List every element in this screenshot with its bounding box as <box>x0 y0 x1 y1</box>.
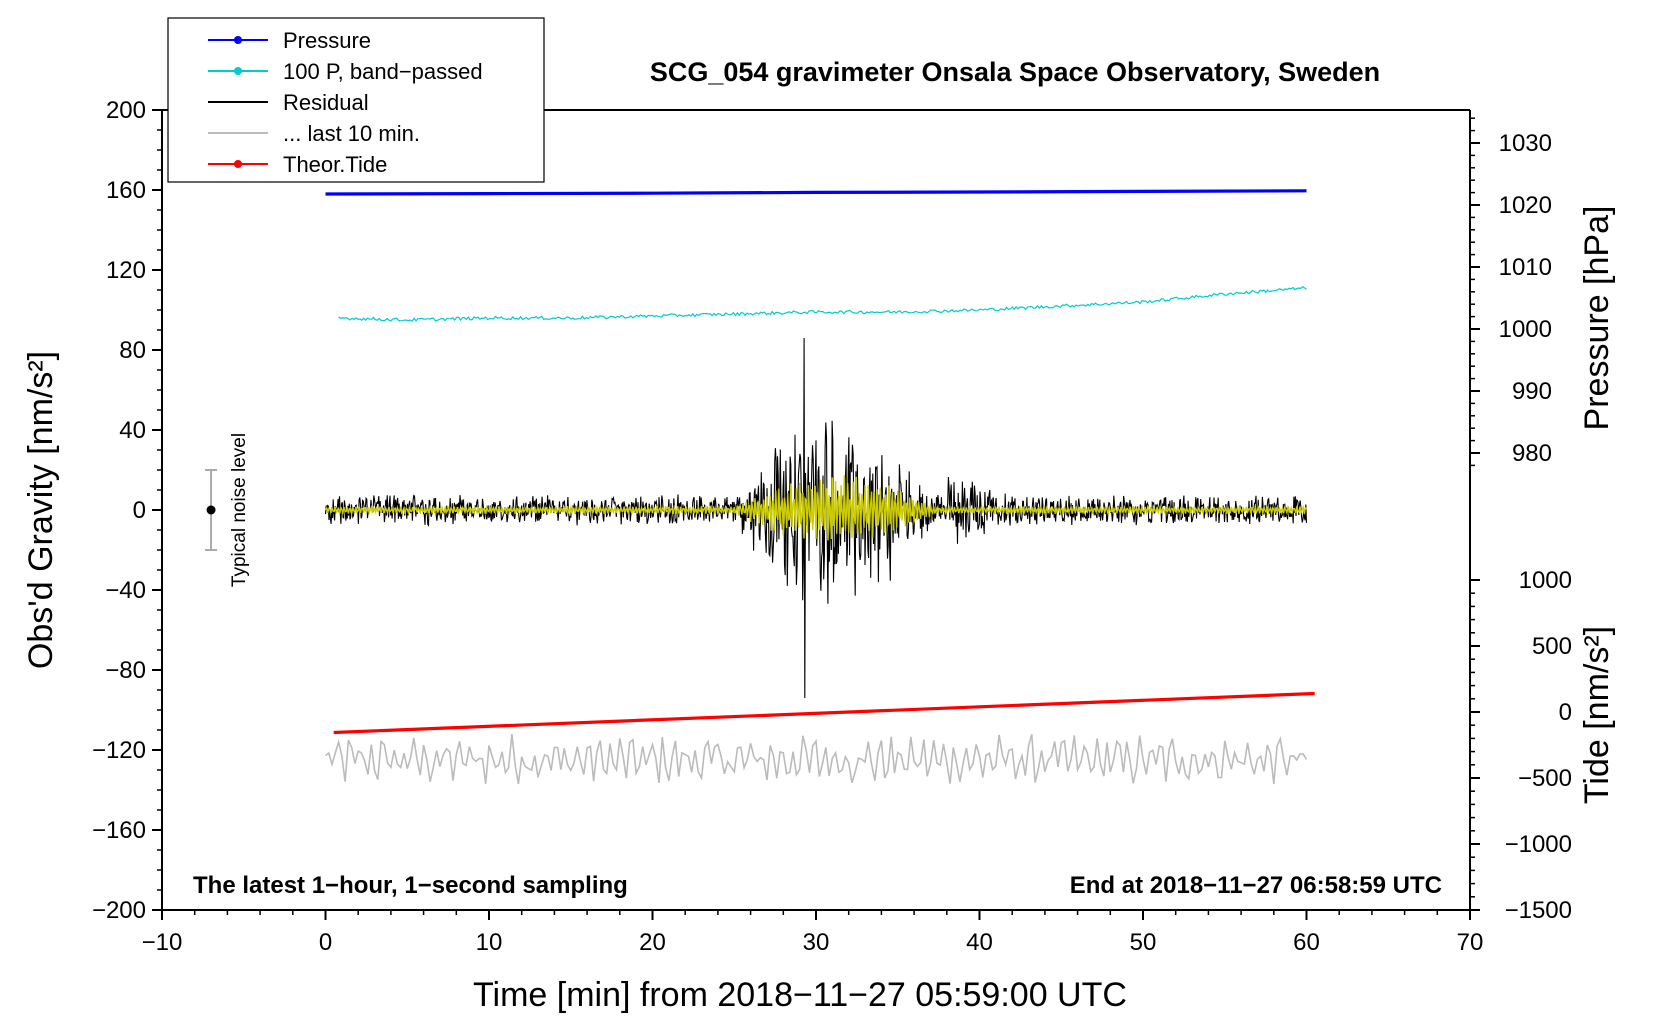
y-axis-title-left: Obs'd Gravity [nm/s²] <box>22 351 60 669</box>
series-residual <box>324 337 1308 699</box>
legend-label: Residual <box>283 90 369 115</box>
x-tick-label: 0 <box>319 929 332 956</box>
y-tick-label: 80 <box>119 337 146 364</box>
axis-ticks: −10 0 10 20 30 40 50 60 70−200−160−120−80−400408… <box>92 97 1572 956</box>
tide-tick-label: −1500 <box>1505 897 1572 924</box>
legend-marker <box>234 160 242 168</box>
y-axis-title-pressure: Pressure [hPa] <box>1578 206 1616 431</box>
series-last-10-min <box>325 734 1308 785</box>
x-tick-label: 20 <box>639 929 666 956</box>
y-tick-label: −80 <box>105 657 146 684</box>
tide-tick-label: 0 <box>1559 699 1572 726</box>
series-layer <box>324 189 1315 785</box>
y-tick-label: −160 <box>92 817 146 844</box>
legend-label: 100 P, band−passed <box>283 59 483 84</box>
legend-label: Theor.Tide <box>283 152 387 177</box>
tide-tick-label: −1000 <box>1505 831 1572 858</box>
noise-level-label: Typical noise level <box>229 433 250 587</box>
legend-marker <box>234 36 242 44</box>
series-pressure-band-passed <box>338 285 1307 323</box>
tide-tick-label: 500 <box>1532 633 1572 660</box>
x-axis-title: Time [min] from 2018−11−27 05:59:00 UTC <box>473 976 1127 1014</box>
x-tick-label: 70 <box>1457 929 1484 956</box>
tide-tick-label: 1000 <box>1519 567 1572 594</box>
y-tick-label: 200 <box>106 97 146 124</box>
end-time-note: End at 2018−11−27 06:58:59 UTC <box>1070 872 1442 899</box>
x-tick-label: 50 <box>1130 929 1157 956</box>
x-tick-label: −10 <box>142 929 183 956</box>
pressure-tick-label: 990 <box>1512 378 1552 405</box>
pressure-tick-label: 1030 <box>1499 130 1552 157</box>
series-pressure <box>325 189 1307 196</box>
y-tick-label: 0 <box>133 497 146 524</box>
x-tick-label: 10 <box>476 929 503 956</box>
series-residual-smoothed <box>324 475 1307 541</box>
x-tick-label: 60 <box>1293 929 1320 956</box>
tide-tick-label: −500 <box>1518 765 1572 792</box>
legend-marker <box>234 67 242 75</box>
legend-label: ... last 10 min. <box>283 121 420 146</box>
y-tick-label: 120 <box>106 257 146 284</box>
sampling-note: The latest 1−hour, 1−second sampling <box>193 872 628 899</box>
y-axis-title-tide: Tide [nm/s²] <box>1578 626 1616 804</box>
pressure-tick-label: 1020 <box>1499 192 1552 219</box>
y-tick-label: 160 <box>106 177 146 204</box>
noise-bar-point <box>206 505 216 515</box>
legend-label: Pressure <box>283 28 371 53</box>
y-tick-label: 40 <box>119 417 146 444</box>
pressure-tick-label: 1000 <box>1499 316 1552 343</box>
legend-box <box>167 17 545 183</box>
pressure-tick-label: 1010 <box>1499 254 1552 281</box>
noise-level-indicator <box>205 469 218 551</box>
pressure-tick-label: 980 <box>1512 440 1552 467</box>
x-tick-label: 30 <box>803 929 830 956</box>
y-tick-label: −120 <box>92 737 146 764</box>
chart-title: SCG_054 gravimeter Onsala Space Observat… <box>650 57 1380 87</box>
legend: Pressure 100 P, band−passed Residual ... la… <box>167 17 545 183</box>
y-tick-label: −40 <box>105 577 146 604</box>
x-tick-label: 40 <box>966 929 993 956</box>
y-tick-label: −200 <box>92 897 146 924</box>
series-theor-tide <box>333 691 1315 735</box>
